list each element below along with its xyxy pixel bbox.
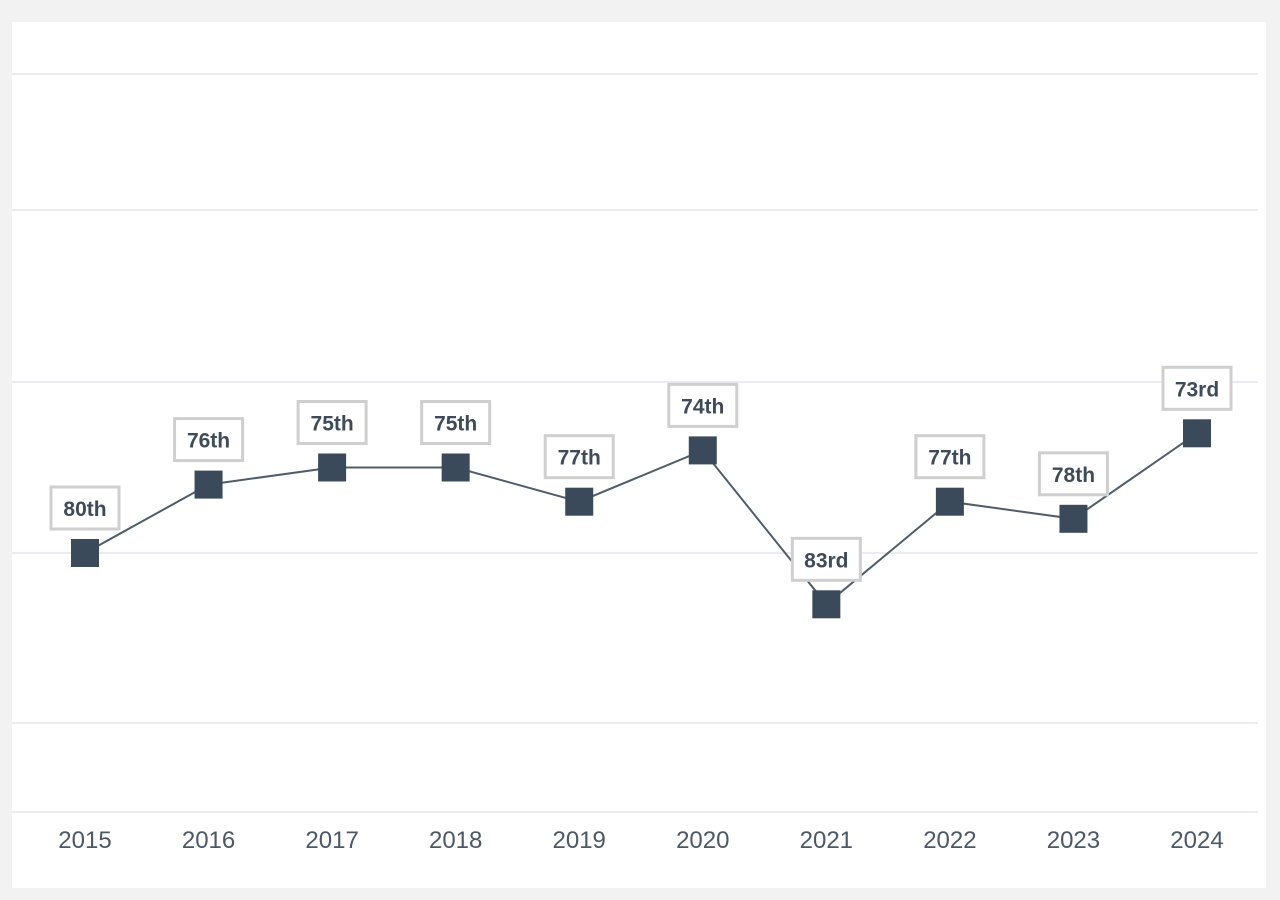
data-label-box (420, 400, 492, 445)
data-point-marker[interactable] (935, 487, 964, 516)
data-point-marker[interactable] (1059, 504, 1088, 533)
data-label-text: 77th (558, 447, 601, 470)
series-line-group (84, 432, 1198, 606)
data-label-text: 75th (311, 413, 354, 436)
series-line (84, 432, 1198, 606)
data-label-box (296, 400, 368, 445)
data-point-marker[interactable] (688, 436, 717, 465)
data-label-box (1161, 365, 1233, 411)
data-point-marker[interactable] (318, 453, 347, 482)
x-tick-label: 2016 (182, 827, 235, 854)
data-label: 78th (1037, 451, 1109, 497)
data-label-text: 78th (1052, 464, 1095, 487)
x-tick-label: 2015 (58, 827, 111, 854)
data-label-box (1037, 451, 1109, 497)
x-tick-label: 2024 (1170, 827, 1223, 854)
x-tick-label: 2020 (676, 827, 729, 854)
data-label: 75th (296, 400, 368, 445)
x-tick-label: 2023 (1047, 827, 1100, 854)
data-labels: 80th 76th 75th 75th 77th 74th 83rd 77th 78th 73rd (49, 365, 1233, 582)
data-label-text: 75th (434, 413, 477, 436)
data-point-marker[interactable] (194, 470, 223, 499)
data-label: 76th (173, 417, 245, 463)
data-point-marker[interactable] (812, 590, 841, 619)
data-label-text: 74th (681, 395, 724, 418)
data-label: 74th (667, 382, 739, 428)
x-tick-label: 2018 (429, 827, 482, 854)
x-tick-label: 2022 (923, 827, 976, 854)
data-label: 80th (49, 485, 121, 531)
data-label-text: 80th (63, 498, 106, 521)
data-label-box (49, 485, 121, 531)
data-label-text: 77th (928, 447, 971, 470)
x-axis-ticks: 2015 2016 2017 2018 2019 2020 2021 2022 2023 2024 (58, 827, 1223, 854)
x-tick-label: 2019 (553, 827, 606, 854)
data-label-box (667, 382, 739, 428)
data-label-text: 73rd (1175, 378, 1219, 401)
data-label-box (914, 434, 986, 480)
data-label-box (790, 536, 862, 582)
gridlines (12, 73, 1258, 813)
data-label-box (173, 417, 245, 463)
x-tick-label: 2021 (800, 827, 853, 854)
data-label: 73rd (1161, 365, 1233, 411)
markers (71, 419, 1211, 619)
data-label: 75th (420, 400, 492, 445)
data-point-marker[interactable] (1183, 419, 1211, 448)
x-tick-label: 2017 (305, 827, 358, 854)
data-label-text: 83rd (804, 549, 848, 572)
data-point-marker[interactable] (441, 453, 470, 482)
data-label: 77th (543, 434, 615, 480)
data-label-box (543, 434, 615, 480)
data-label-text: 76th (187, 430, 230, 453)
data-point-marker[interactable] (565, 487, 594, 516)
data-label: 83rd (790, 536, 862, 582)
data-point-marker[interactable] (71, 539, 99, 567)
data-label: 77th (914, 434, 986, 480)
